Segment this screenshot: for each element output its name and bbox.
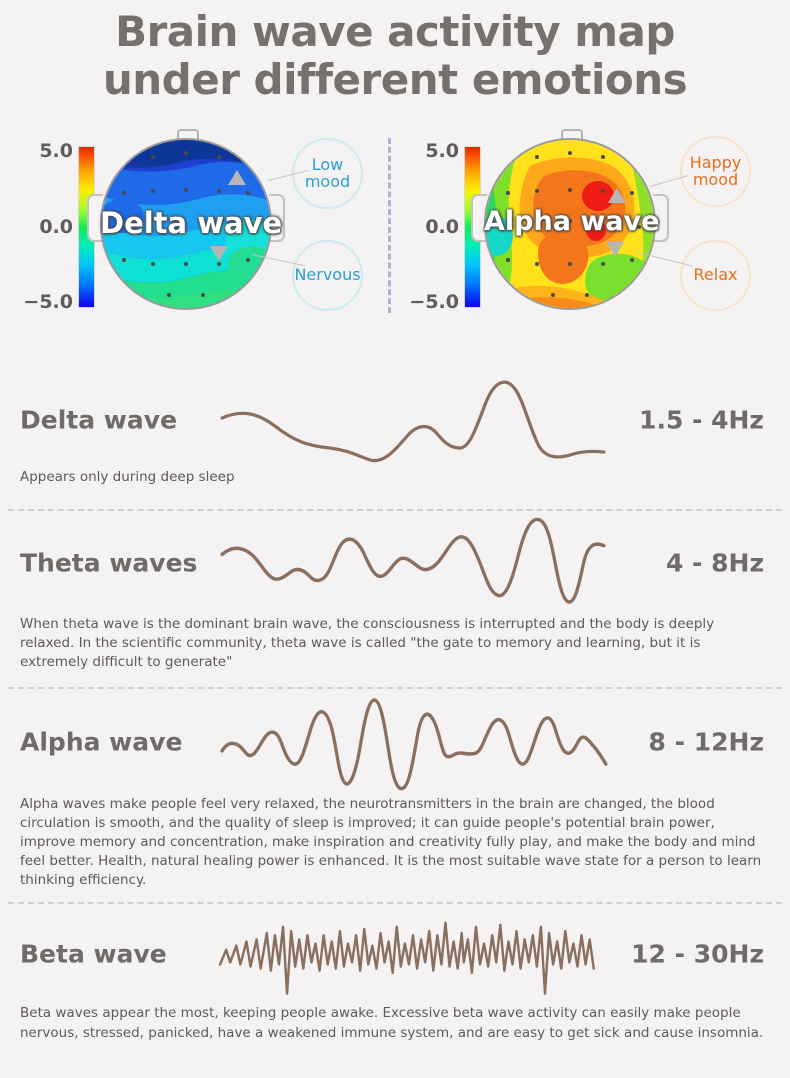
wave-frequency-delta: 1.5 - 4Hz — [639, 405, 764, 435]
electrode-dot — [216, 189, 221, 194]
wave-description-delta: Appears only during deep sleep — [20, 469, 235, 485]
colorbar-tick-min: −5.0 — [23, 291, 73, 313]
topo-label-alpha: Alpha wave — [484, 206, 660, 237]
callout-happy-mood-label: Happy mood — [689, 152, 742, 189]
head-map-alpha: Alpha wave — [471, 129, 669, 310]
electrode-dot — [568, 151, 572, 156]
row-separator — [8, 686, 782, 689]
wave-row-main: Theta waves 4 - 8Hz — [0, 511, 790, 615]
topo-panel-delta: 5.0 0.0 −5.0 — [0, 128, 390, 323]
callout-nervous: Nervous — [292, 240, 363, 311]
wave-frequency-theta: 4 - 8Hz — [665, 548, 764, 578]
electrode-dot — [184, 187, 188, 192]
callout-nervous-label: Nervous — [294, 265, 361, 285]
scalp-heatmap-alpha — [484, 138, 656, 310]
electrode-dot — [252, 225, 257, 230]
electrode-dot — [585, 292, 590, 297]
electrode-dot — [629, 191, 634, 196]
callout-low-mood-label: Low mood — [304, 154, 351, 191]
highlight-arrow-down-icon — [606, 242, 624, 257]
wave-rows: Delta wave 1.5 - 4Hz Appears only during… — [0, 372, 790, 1043]
electrode-dot — [568, 187, 572, 192]
colorbar-tick-max: 5.0 — [425, 140, 459, 162]
title-line-1: Brain wave activity map — [115, 7, 675, 56]
waveform-delta — [216, 372, 612, 468]
electrode-dot — [535, 261, 540, 266]
wave-name-delta: Delta wave — [20, 405, 178, 435]
electrode-dot — [245, 258, 250, 263]
wave-description-beta: Beta waves appear the most, keeping peop… — [20, 1005, 764, 1041]
wave-description-alpha: Alpha waves make people feel very relaxe… — [20, 795, 762, 889]
panel-divider — [388, 138, 391, 313]
wave-row-theta: Theta waves 4 - 8Hz When theta wave is t… — [0, 511, 790, 689]
row-separator — [8, 902, 782, 905]
wave-name-beta: Beta wave — [20, 939, 167, 969]
electrode-dot — [636, 225, 641, 230]
electrode-dot — [115, 225, 120, 230]
electrode-dot — [122, 191, 127, 196]
wave-row-main: Delta wave 1.5 - 4Hz — [0, 372, 790, 468]
wave-frequency-beta: 12 - 30Hz — [631, 939, 764, 969]
wave-frequency-alpha: 8 - 12Hz — [648, 727, 764, 757]
electrode-dot — [535, 189, 540, 194]
electrode-dot — [151, 261, 156, 266]
electrode-dot — [122, 258, 127, 263]
waveform-beta — [216, 904, 612, 1004]
electrode-dot — [245, 191, 250, 196]
electrode-dot — [568, 261, 572, 266]
electrode-dot — [629, 258, 634, 263]
head-map-delta: Delta wave — [87, 129, 285, 310]
electrode-dot — [201, 292, 206, 297]
electrode-dot — [568, 218, 572, 223]
electrode-dot — [499, 225, 504, 230]
topographic-maps-band: 5.0 0.0 −5.0 — [0, 128, 790, 323]
ear-right-icon — [269, 194, 285, 242]
wave-name-alpha: Alpha wave — [20, 727, 183, 757]
wave-row-main: Alpha wave 8 - 12Hz — [0, 689, 790, 795]
wave-row-beta: Beta wave 12 - 30Hz Beta waves appear th… — [0, 904, 790, 1042]
electrode-dot — [506, 191, 511, 196]
waveform-theta — [216, 511, 612, 615]
wave-row-alpha: Alpha wave 8 - 12Hz Alpha waves make peo… — [0, 689, 790, 905]
wave-row-delta: Delta wave 1.5 - 4Hz Appears only during… — [0, 372, 790, 512]
waveform-alpha — [216, 689, 612, 795]
electrode-dot — [151, 189, 156, 194]
electrode-dot — [216, 261, 221, 266]
title-line-2: under different emotions — [102, 55, 688, 105]
highlight-arrow-down-icon — [210, 246, 228, 261]
callout-relax-label: Relax — [693, 265, 738, 285]
colorbar-delta: 5.0 0.0 −5.0 — [18, 138, 113, 313]
colorbar-tick-max: 5.0 — [39, 140, 73, 162]
ear-right-icon — [653, 194, 669, 242]
callout-happy-mood: Happy mood — [680, 136, 751, 207]
topo-label-delta: Delta wave — [100, 206, 283, 240]
topo-panel-alpha: 5.0 0.0 −5.0 — [392, 128, 790, 323]
electrode-dot — [535, 154, 540, 159]
electrode-dot — [600, 189, 605, 194]
callout-relax: Relax — [680, 240, 751, 311]
row-separator — [8, 509, 782, 512]
highlight-arrow-up-icon — [228, 170, 246, 185]
wave-row-main: Beta wave 12 - 30Hz — [0, 904, 790, 1004]
page-title: Brain wave activity map under different … — [0, 7, 790, 105]
colorbar-tick-min: −5.0 — [409, 291, 459, 313]
ear-left-icon — [87, 194, 103, 242]
electrode-dot — [184, 261, 188, 266]
electrode-dot — [506, 258, 511, 263]
colorbar-tick-mid: 0.0 — [425, 216, 459, 238]
wave-name-theta: Theta waves — [20, 548, 198, 578]
electrode-dot — [550, 292, 555, 297]
electrode-dot — [600, 261, 605, 266]
callout-low-mood: Low mood — [292, 138, 363, 209]
ear-left-icon — [471, 194, 487, 242]
electrode-dot — [151, 154, 156, 159]
highlight-arrow-up-icon — [608, 188, 626, 203]
colorbar-tick-mid: 0.0 — [39, 216, 73, 238]
electrode-dot — [184, 151, 188, 156]
electrode-dot — [216, 154, 221, 159]
electrode-dot — [600, 154, 605, 159]
electrode-dot — [166, 292, 171, 297]
wave-description-theta: When theta wave is the dominant brain wa… — [20, 616, 715, 671]
